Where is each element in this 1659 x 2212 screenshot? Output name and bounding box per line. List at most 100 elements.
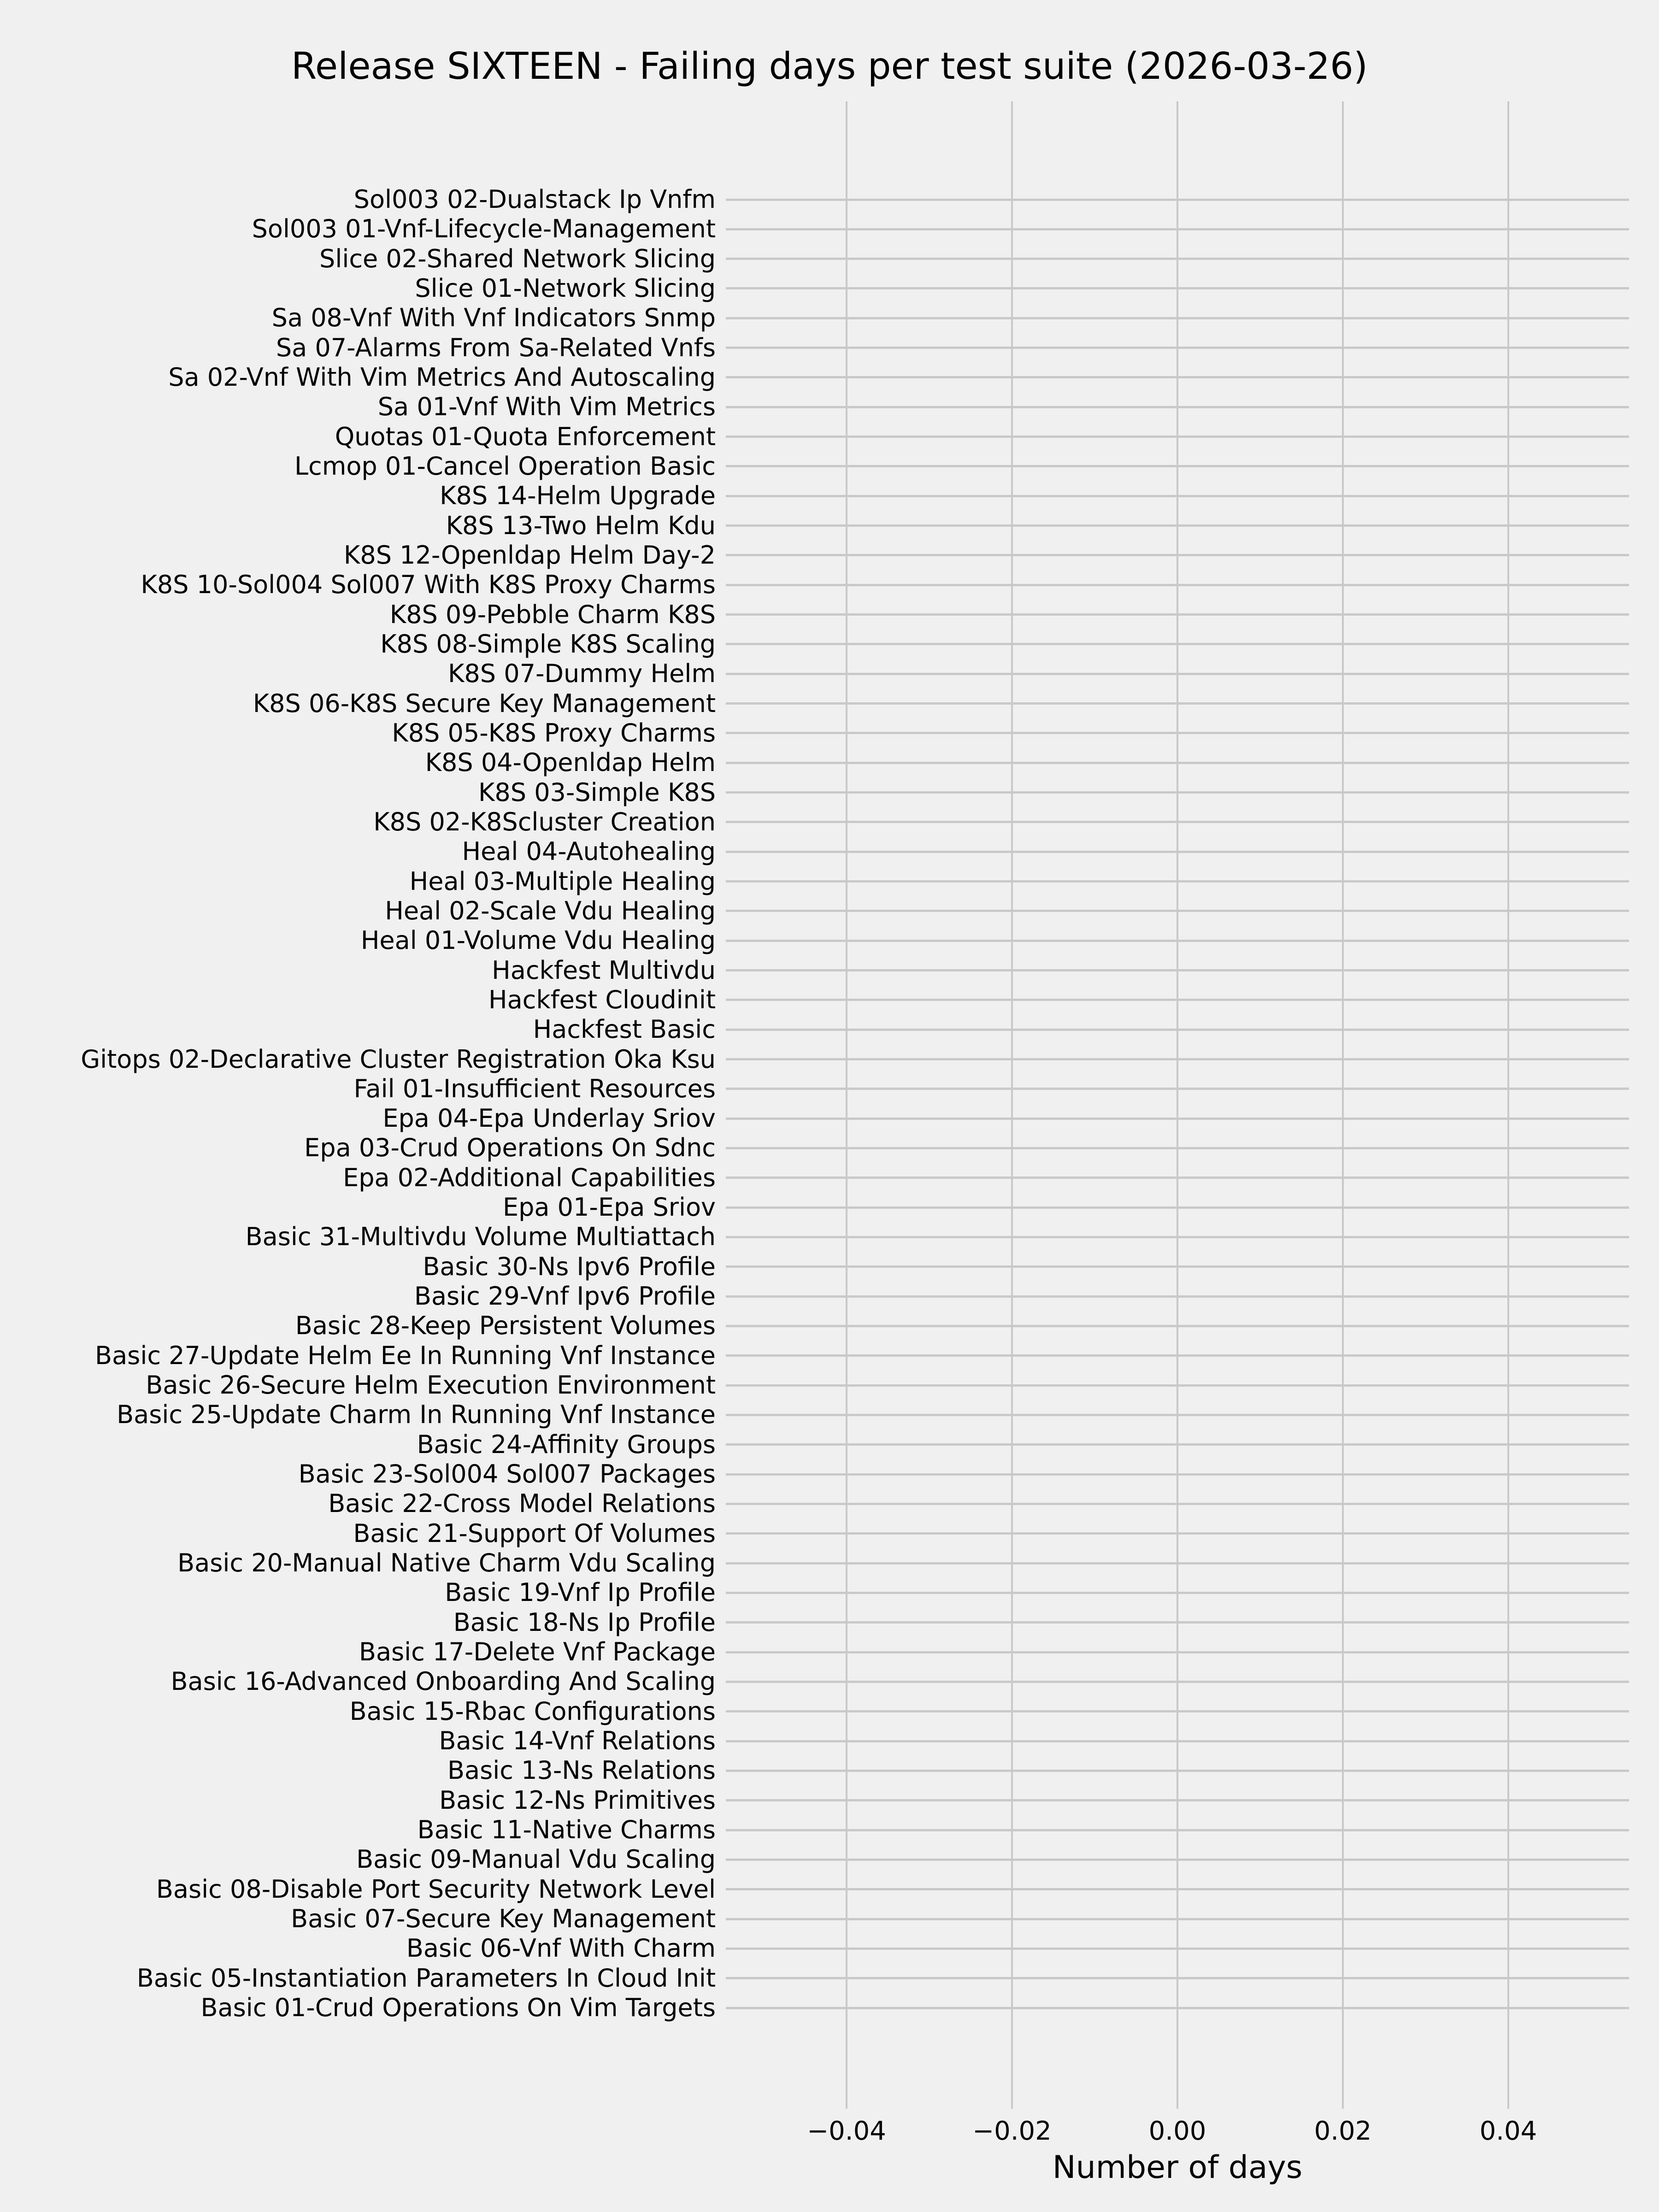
- horizontal-gridline: [726, 939, 1629, 942]
- y-axis-tick-label: K8S 08-Simple K8S Scaling: [380, 629, 716, 659]
- y-axis-tick-label: Basic 22-Cross Model Relations: [328, 1489, 716, 1518]
- horizontal-gridline: [726, 999, 1629, 1001]
- y-axis-tick-label: Basic 05-Instantiation Parameters In Clo…: [136, 1963, 716, 1993]
- y-axis-tick-label: Basic 20-Manual Native Charm Vdu Scaling: [177, 1548, 716, 1578]
- vertical-gridline: [1507, 101, 1509, 2109]
- horizontal-gridline: [726, 1769, 1629, 1772]
- horizontal-gridline: [726, 317, 1629, 319]
- y-axis-tick-label: Sol003 02-Dualstack Ip Vnfm: [353, 185, 716, 214]
- horizontal-gridline: [726, 198, 1629, 201]
- horizontal-gridline: [726, 1443, 1629, 1446]
- horizontal-gridline: [726, 524, 1629, 527]
- horizontal-gridline: [726, 1562, 1629, 1565]
- y-axis-tick-label: K8S 04-Openldap Helm: [425, 748, 716, 777]
- horizontal-gridline: [726, 1058, 1629, 1060]
- x-axis-tick-label: −0.02: [972, 2116, 1052, 2146]
- y-axis-tick-label: Basic 30-Ns Ipv6 Profile: [423, 1252, 716, 1281]
- vertical-gridline: [846, 101, 848, 2109]
- y-axis-tick-label: Basic 12-Ns Primitives: [439, 1785, 716, 1815]
- horizontal-gridline: [726, 1206, 1629, 1209]
- y-axis-tick-label: Basic 16-Advanced Onboarding And Scaling: [171, 1667, 716, 1696]
- horizontal-gridline: [726, 1680, 1629, 1683]
- horizontal-gridline: [726, 2006, 1629, 2009]
- horizontal-gridline: [726, 228, 1629, 230]
- y-axis-tick-label: Slice 01-Network Slicing: [415, 273, 716, 303]
- horizontal-gridline: [726, 1947, 1629, 1950]
- horizontal-gridline: [726, 850, 1629, 853]
- horizontal-gridline: [726, 1324, 1629, 1327]
- y-axis-tick-label: K8S 03-Simple K8S: [478, 777, 716, 807]
- y-axis-tick-label: Basic 07-Secure Key Management: [291, 1904, 716, 1934]
- y-axis-tick-label: Basic 09-Manual Vdu Scaling: [356, 1845, 716, 1874]
- y-axis-tick-label: Quotas 01-Quota Enforcement: [335, 422, 716, 451]
- horizontal-gridline: [726, 1977, 1629, 1980]
- horizontal-gridline: [726, 1740, 1629, 1742]
- y-axis-tick-label: K8S 02-K8Scluster Creation: [373, 807, 716, 836]
- horizontal-gridline: [726, 761, 1629, 764]
- y-axis-tick-label: K8S 05-K8S Proxy Charms: [392, 718, 716, 747]
- horizontal-gridline: [726, 732, 1629, 735]
- horizontal-gridline: [726, 1295, 1629, 1298]
- horizontal-gridline: [726, 1710, 1629, 1713]
- y-axis-tick-label: Basic 18-Ns Ip Profile: [453, 1607, 716, 1637]
- horizontal-gridline: [726, 1088, 1629, 1090]
- horizontal-gridline: [726, 465, 1629, 468]
- horizontal-gridline: [726, 821, 1629, 824]
- x-axis-tick-label: 0.02: [1314, 2116, 1372, 2146]
- horizontal-gridline: [726, 643, 1629, 646]
- y-axis-tick-label: Basic 29-Vnf Ipv6 Profile: [414, 1282, 716, 1311]
- y-axis-tick-label: K8S 07-Dummy Helm: [448, 659, 716, 688]
- horizontal-gridline: [726, 880, 1629, 883]
- y-axis-tick-label: Basic 19-Vnf Ip Profile: [445, 1578, 716, 1607]
- y-axis-tick-label: Hackfest Cloudinit: [488, 985, 716, 1014]
- horizontal-gridline: [726, 1147, 1629, 1149]
- y-axis-tick-label: Basic 28-Keep Persistent Volumes: [295, 1311, 716, 1341]
- horizontal-gridline: [726, 1621, 1629, 1624]
- y-axis-tick-label: Hackfest Multivdu: [492, 955, 716, 985]
- horizontal-gridline: [726, 1265, 1629, 1268]
- y-axis-tick-label: Basic 26-Secure Helm Execution Environme…: [146, 1371, 716, 1400]
- horizontal-gridline: [726, 376, 1629, 379]
- y-axis-tick-label: Sol003 01-Vnf-Lifecycle-Management: [252, 214, 716, 244]
- vertical-gridline: [1177, 101, 1178, 2109]
- y-axis-tick-label: Gitops 02-Declarative Cluster Registrati…: [81, 1044, 716, 1074]
- horizontal-gridline: [726, 969, 1629, 972]
- y-axis-tick-label: Basic 31-Multivdu Volume Multiattach: [245, 1222, 716, 1252]
- horizontal-gridline: [726, 1591, 1629, 1594]
- y-axis-tick-label: Sa 02-Vnf With Vim Metrics And Autoscali…: [168, 362, 716, 392]
- horizontal-gridline: [726, 435, 1629, 438]
- y-axis-tick-label: Sa 08-Vnf With Vnf Indicators Snmp: [271, 303, 716, 333]
- horizontal-gridline: [726, 1829, 1629, 1831]
- horizontal-gridline: [726, 406, 1629, 408]
- y-axis-tick-label: Basic 24-Affinity Groups: [417, 1430, 716, 1459]
- y-axis-tick-label: Basic 21-Support Of Volumes: [353, 1518, 716, 1548]
- horizontal-gridline: [726, 1177, 1629, 1179]
- horizontal-gridline: [726, 494, 1629, 497]
- horizontal-gridline: [726, 1888, 1629, 1891]
- y-axis-tick-label: Hackfest Basic: [533, 1015, 716, 1044]
- horizontal-gridline: [726, 1384, 1629, 1387]
- horizontal-gridline: [726, 287, 1629, 290]
- y-axis-tick-label: Basic 08-Disable Port Security Network L…: [156, 1874, 716, 1904]
- horizontal-gridline: [726, 791, 1629, 794]
- y-axis-tick-label: Fail 01-Insufficient Resources: [353, 1074, 716, 1103]
- y-axis-tick-label: Basic 13-Ns Relations: [447, 1756, 716, 1785]
- horizontal-gridline: [726, 1235, 1629, 1238]
- y-axis-tick-label: K8S 09-Pebble Charm K8S: [389, 600, 716, 629]
- horizontal-gridline: [726, 1028, 1629, 1031]
- y-axis-tick-label: Lcmop 01-Cancel Operation Basic: [294, 451, 716, 481]
- x-axis-tick-label: 0.00: [1148, 2116, 1206, 2146]
- vertical-gridline: [1011, 101, 1013, 2109]
- y-axis-tick-label: Heal 03-Multiple Healing: [409, 866, 716, 896]
- horizontal-gridline: [726, 1354, 1629, 1357]
- y-axis-tick-label: Epa 01-Epa Sriov: [503, 1193, 716, 1222]
- y-axis-tick-label: Basic 11-Native Charms: [417, 1815, 716, 1845]
- horizontal-gridline: [726, 1858, 1629, 1861]
- horizontal-gridline: [726, 1117, 1629, 1120]
- y-axis-tick-label: Slice 02-Shared Network Slicing: [319, 244, 716, 273]
- horizontal-gridline: [726, 1799, 1629, 1802]
- horizontal-gridline: [726, 1413, 1629, 1416]
- y-axis-tick-label: K8S 14-Helm Upgrade: [440, 481, 716, 511]
